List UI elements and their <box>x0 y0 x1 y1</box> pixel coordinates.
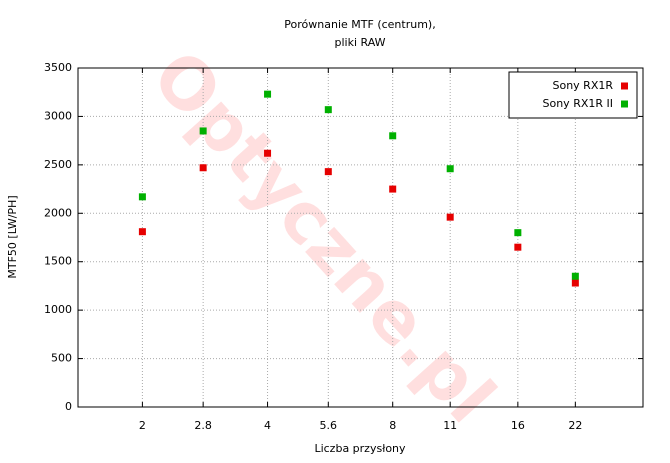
x-tick-label: 4 <box>264 419 271 432</box>
point <box>514 229 522 237</box>
x-axis-label: Liczba przysłony <box>314 442 406 455</box>
y-tick-label: 500 <box>51 352 72 365</box>
point <box>571 279 579 287</box>
y-tick-label: 3500 <box>44 61 72 74</box>
legend-swatch <box>621 100 628 108</box>
chart-title: Porównanie MTF (centrum), <box>284 18 435 31</box>
point <box>138 193 146 201</box>
point <box>264 149 272 157</box>
chart-title: pliki RAW <box>334 36 385 49</box>
point <box>199 164 207 172</box>
point <box>324 168 332 176</box>
point <box>264 90 272 98</box>
y-axis-label: MTF50 [LW/PH] <box>6 195 19 278</box>
point <box>571 272 579 280</box>
y-tick-label: 1500 <box>44 255 72 268</box>
legend-box <box>508 71 638 119</box>
watermark: Optyczne.pl <box>136 35 511 438</box>
point <box>199 127 207 135</box>
y-tick-label: 2000 <box>44 206 72 219</box>
point <box>514 243 522 251</box>
point <box>324 106 332 114</box>
y-tick-label: 1000 <box>44 303 72 316</box>
y-tick-label: 2500 <box>44 158 72 171</box>
x-tick-label: 11 <box>443 419 457 432</box>
point <box>389 132 397 140</box>
legend-label: Sony RX1R II <box>543 97 614 110</box>
point <box>389 185 397 193</box>
x-tick-label: 2 <box>139 419 146 432</box>
y-tick-label: 3000 <box>44 109 72 122</box>
point <box>138 228 146 236</box>
x-tick-label: 8 <box>389 419 396 432</box>
point <box>446 213 454 221</box>
x-tick-label: 16 <box>511 419 525 432</box>
x-tick-label: 5.6 <box>320 419 338 432</box>
x-tick-label: 2.8 <box>194 419 212 432</box>
legend-swatch <box>621 82 628 90</box>
y-tick-label: 0 <box>65 400 72 413</box>
x-tick-label: 22 <box>568 419 582 432</box>
plot-frame <box>77 67 644 408</box>
legend-label: Sony RX1R <box>552 79 613 92</box>
point <box>446 165 454 173</box>
